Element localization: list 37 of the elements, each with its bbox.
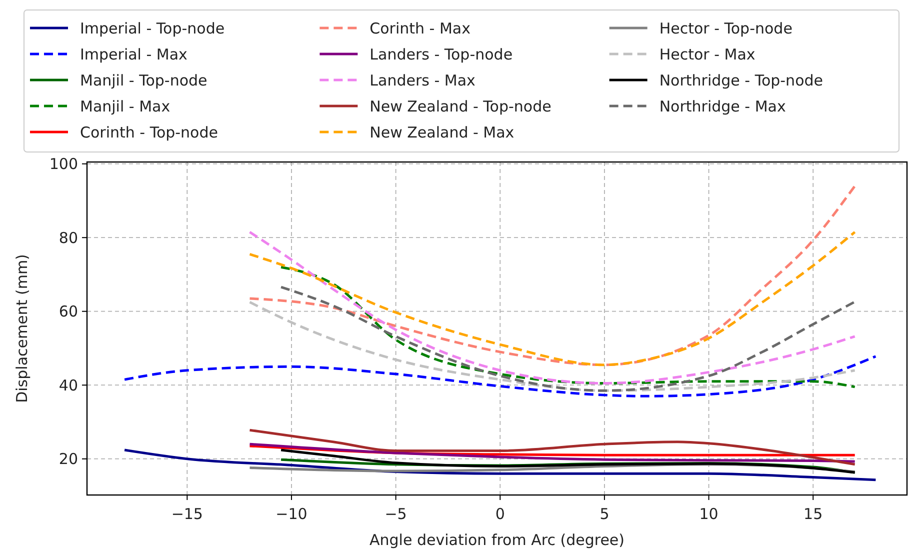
line-series xyxy=(248,442,856,463)
y-tick-label: 80 xyxy=(58,228,78,247)
legend-label: Corinth - Max xyxy=(370,19,471,38)
legend-label: Manjil - Max xyxy=(80,97,170,116)
x-tick-label: 10 xyxy=(699,505,718,523)
legend-label: Manjil - Top-node xyxy=(80,71,208,90)
line-series xyxy=(248,428,856,466)
legend-label: Landers - Max xyxy=(370,71,476,90)
legend-label: Imperial - Max xyxy=(80,45,188,64)
legend-label: Hector - Max xyxy=(659,45,756,64)
x-axis-title: Angle deviation from Arc (degree) xyxy=(370,531,624,549)
x-tick-label: −10 xyxy=(276,505,308,523)
legend-label: New Zealand - Max xyxy=(370,123,514,142)
legend-label: Northridge - Max xyxy=(659,97,786,116)
line-series xyxy=(280,448,856,474)
line-series xyxy=(280,286,856,392)
y-tick-label: 40 xyxy=(58,376,78,394)
legend-label: Corinth - Top-node xyxy=(80,123,218,142)
line-series xyxy=(248,184,856,366)
line-series xyxy=(248,300,856,392)
legend-label: Northridge - Top-node xyxy=(659,71,824,90)
legend-label: New Zealand - Top-node xyxy=(370,97,552,116)
y-tick-label: 100 xyxy=(49,155,78,174)
legend-label: Hector - Top-node xyxy=(659,19,792,38)
x-tick-label: −15 xyxy=(171,505,203,523)
line-series xyxy=(280,266,856,388)
x-tick-label: −5 xyxy=(384,505,407,523)
x-tick-label: 0 xyxy=(495,505,505,523)
x-tick-label: 5 xyxy=(600,505,610,523)
y-tick-label: 60 xyxy=(58,302,78,321)
legend-label: Imperial - Top-node xyxy=(80,19,225,38)
line-series xyxy=(123,355,877,398)
y-tick-label: 20 xyxy=(58,450,78,468)
line-series xyxy=(123,448,877,482)
y-axis-title: Displacement (mm) xyxy=(13,254,31,403)
x-tick-label: 15 xyxy=(804,505,823,523)
legend-label: Landers - Top-node xyxy=(370,45,513,64)
